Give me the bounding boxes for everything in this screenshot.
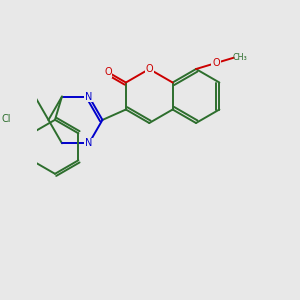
Text: N: N: [85, 138, 93, 148]
Text: O: O: [146, 64, 153, 74]
Text: Cl: Cl: [2, 114, 11, 124]
Text: O: O: [212, 58, 220, 68]
Text: CH₃: CH₃: [232, 53, 247, 62]
Text: N: N: [85, 92, 93, 102]
Text: O: O: [104, 67, 112, 77]
